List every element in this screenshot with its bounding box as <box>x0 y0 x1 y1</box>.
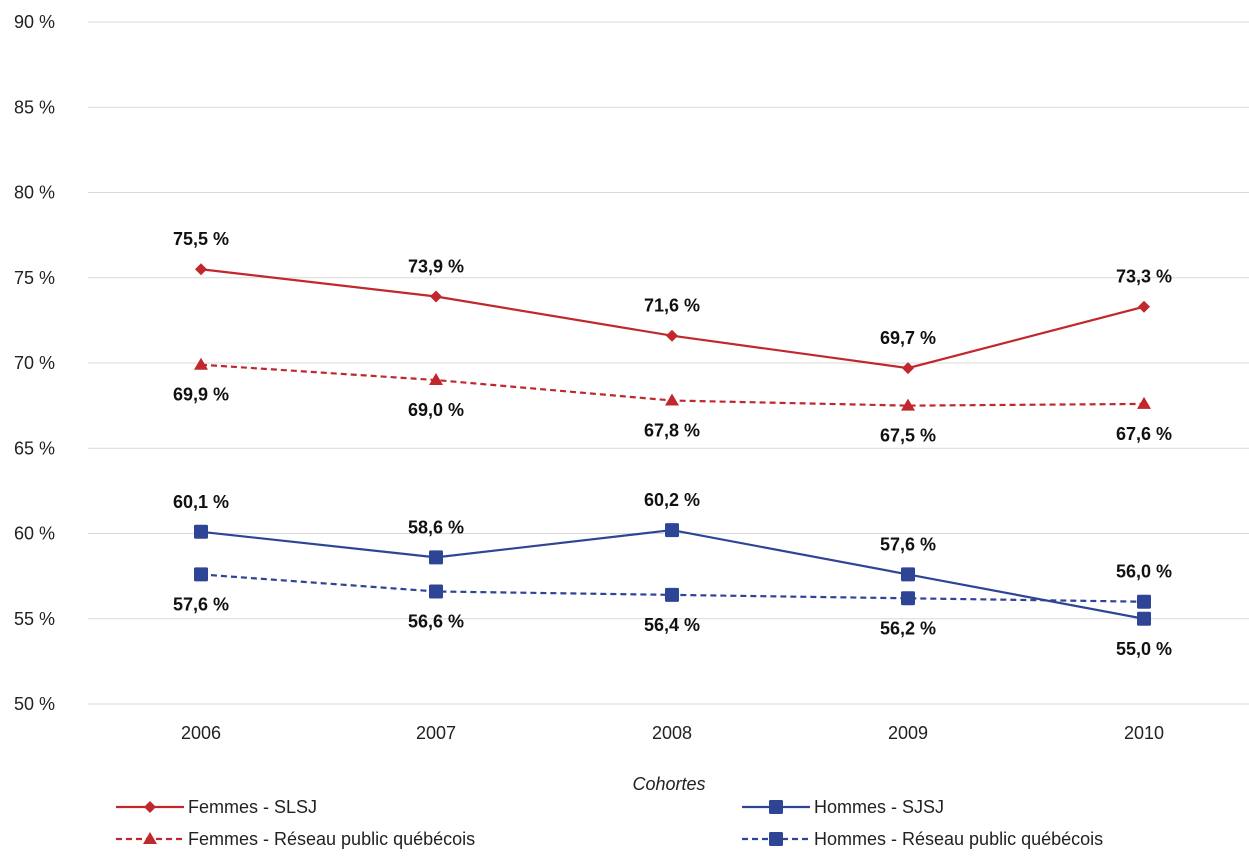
data-point <box>902 362 914 375</box>
data-point <box>429 373 443 386</box>
data-label: 56,0 % <box>1116 562 1172 582</box>
data-label: 73,3 % <box>1116 267 1172 287</box>
y-tick-label: 90 % <box>14 12 55 32</box>
y-tick-label: 50 % <box>14 694 55 714</box>
y-tick-label: 65 % <box>14 438 55 458</box>
legend-marker <box>769 832 783 846</box>
legend-label: Femmes - SLSJ <box>188 797 317 817</box>
legend: Femmes - SLSJ Femmes - Réseau public québ… <box>116 797 1103 849</box>
legend-item: Femmes - SLSJ <box>116 797 317 817</box>
data-labels: 75,5 % 73,9 % 71,6 % 69,7 % 73,3 % 69,9 % 69,0… <box>173 229 1172 659</box>
data-label: 56,6 % <box>408 611 464 631</box>
data-point <box>1137 611 1151 626</box>
data-label: 55,0 % <box>1116 639 1172 659</box>
data-point <box>195 263 207 276</box>
data-label: 58,6 % <box>408 517 464 537</box>
data-point <box>1138 300 1150 313</box>
data-label: 75,5 % <box>173 229 229 249</box>
data-point <box>666 329 678 342</box>
x-tick-label: 2008 <box>652 723 692 743</box>
x-axis-title: Cohortes <box>632 774 705 794</box>
y-tick-label: 85 % <box>14 97 55 117</box>
data-label: 67,6 % <box>1116 424 1172 444</box>
data-label: 69,0 % <box>408 400 464 420</box>
data-label: 69,7 % <box>880 328 936 348</box>
data-point <box>901 591 915 606</box>
data-point <box>665 587 679 602</box>
series-2 <box>194 523 1151 626</box>
y-tick-label: 70 % <box>14 353 55 373</box>
legend-item: Femmes - Réseau public québécois <box>116 829 475 849</box>
legend-label: Femmes - Réseau public québécois <box>188 829 475 849</box>
data-label: 69,9 % <box>173 385 229 405</box>
x-axis-ticks: 2006 2007 2008 2009 2010 <box>181 723 1164 743</box>
legend-item: Hommes - Réseau public québécois <box>742 829 1103 849</box>
series-line <box>200 268 1145 370</box>
data-label: 71,6 % <box>644 296 700 316</box>
y-tick-label: 55 % <box>14 609 55 629</box>
x-tick-label: 2010 <box>1124 723 1164 743</box>
data-label: 56,4 % <box>644 615 700 635</box>
data-point <box>665 523 679 538</box>
series-lines <box>194 263 1151 626</box>
y-tick-label: 80 % <box>14 183 55 203</box>
series-0 <box>195 263 1150 375</box>
data-label: 57,6 % <box>880 534 936 554</box>
x-tick-label: 2009 <box>888 723 928 743</box>
data-point <box>429 550 443 565</box>
x-tick-label: 2007 <box>416 723 456 743</box>
data-label: 56,2 % <box>880 618 936 638</box>
data-point <box>430 290 442 303</box>
data-point <box>1137 594 1151 609</box>
data-point <box>1137 396 1151 409</box>
data-label: 67,5 % <box>880 426 936 446</box>
data-point <box>194 357 208 370</box>
data-point <box>665 393 679 406</box>
data-label: 60,1 % <box>173 492 229 512</box>
data-point <box>194 567 208 582</box>
data-point <box>194 524 208 539</box>
data-point <box>429 584 443 599</box>
legend-label: Hommes - Réseau public québécois <box>814 829 1103 849</box>
series-3 <box>194 567 1151 609</box>
series-1 <box>194 357 1151 411</box>
x-tick-label: 2006 <box>181 723 221 743</box>
y-tick-label: 75 % <box>14 268 55 288</box>
legend-item: Hommes - SJSJ <box>742 797 944 817</box>
legend-marker <box>144 801 156 813</box>
y-tick-label: 60 % <box>14 524 55 544</box>
y-axis-ticks: 50 % 55 % 60 % 65 % 70 % 75 % 80 % 85 % 90 % <box>14 12 55 714</box>
series-line <box>200 528 1145 620</box>
data-label: 60,2 % <box>644 490 700 510</box>
data-label: 67,8 % <box>644 421 700 441</box>
data-point <box>901 567 915 582</box>
data-label: 73,9 % <box>408 257 464 277</box>
legend-marker <box>143 832 157 844</box>
data-label: 57,6 % <box>173 594 229 614</box>
legend-marker <box>769 800 783 814</box>
legend-label: Hommes - SJSJ <box>814 797 944 817</box>
data-point <box>901 398 915 411</box>
